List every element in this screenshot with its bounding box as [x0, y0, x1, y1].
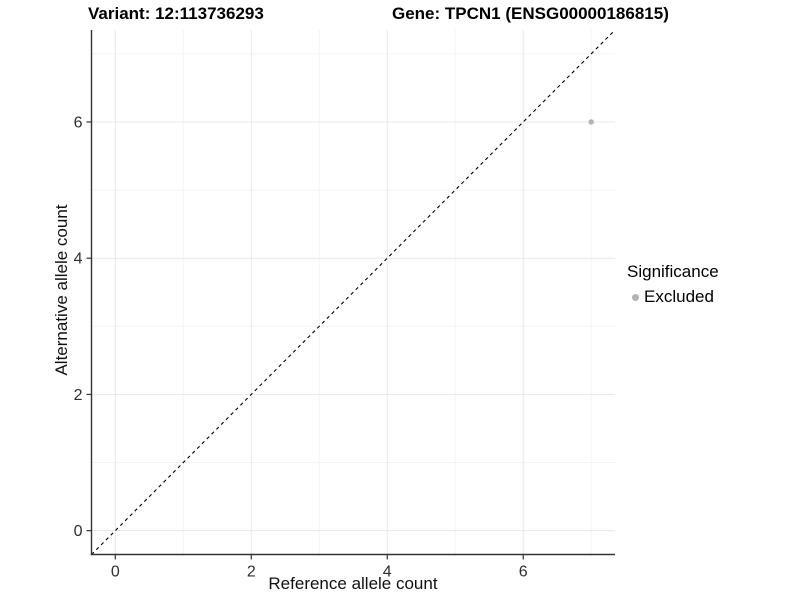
- identity-line: [91, 29, 616, 555]
- x-tick-label: 0: [111, 564, 120, 581]
- y-tick-label: 6: [74, 114, 83, 131]
- x-tick-label: 2: [247, 564, 256, 581]
- x-axis-label: Reference allele count: [268, 574, 438, 593]
- excluded-point-icon: [632, 293, 639, 301]
- y-tick-label: 2: [74, 387, 83, 404]
- plot-title-variant: Variant: 12:113736293: [88, 4, 264, 23]
- legend-item-label: Excluded: [644, 287, 714, 306]
- axis-ticks: [86, 121, 524, 560]
- y-tick-label: 4: [74, 251, 83, 268]
- legend-item-excluded: Excluded: [632, 287, 719, 307]
- gridlines-major: [91, 30, 615, 555]
- y-tick-label: 0: [74, 523, 83, 540]
- x-tick-label: 6: [519, 564, 528, 581]
- data-point: [588, 119, 594, 125]
- x-tick-labels: 0 2 4 6: [111, 564, 528, 581]
- data-points: [588, 119, 594, 125]
- y-tick-labels: 0 2 4 6: [74, 114, 83, 540]
- plot-title-gene: Gene: TPCN1 (ENSG00000186815): [392, 4, 669, 23]
- gridlines-minor: [91, 30, 615, 555]
- legend: Significance Excluded: [627, 262, 719, 307]
- x-tick-label: 4: [383, 564, 392, 581]
- legend-title: Significance: [627, 262, 719, 281]
- axis-lines: [90, 30, 615, 556]
- y-axis-label: Alternative allele count: [52, 204, 71, 376]
